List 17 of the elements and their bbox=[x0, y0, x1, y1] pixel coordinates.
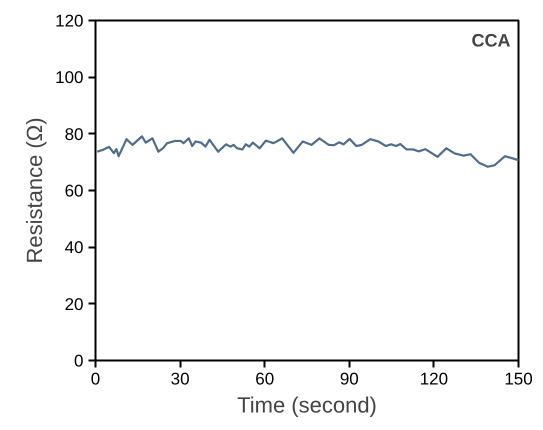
x-tick-label: 0 bbox=[90, 370, 100, 388]
y-tick-label: 120 bbox=[55, 12, 84, 30]
y-axis-title: Resistance (Ω) bbox=[22, 117, 48, 264]
annotation: CCA bbox=[472, 30, 511, 50]
y-tick-label: 40 bbox=[64, 238, 84, 258]
x-axis-title: Time (second) bbox=[237, 392, 377, 418]
y-tick-label: 100 bbox=[55, 68, 84, 88]
y-tick-label: 0 bbox=[74, 352, 84, 370]
x-tick-label: 30 bbox=[170, 370, 190, 388]
x-tick-label: 90 bbox=[340, 370, 359, 388]
y-tick-label: 80 bbox=[64, 124, 84, 144]
x-tick-label: 150 bbox=[504, 370, 533, 388]
x-tick-label: 60 bbox=[255, 370, 274, 388]
y-tick-label: 60 bbox=[64, 182, 84, 200]
x-tick-label: 120 bbox=[420, 370, 448, 388]
line-series bbox=[96, 135, 518, 168]
y-tick-label: 20 bbox=[64, 294, 84, 314]
